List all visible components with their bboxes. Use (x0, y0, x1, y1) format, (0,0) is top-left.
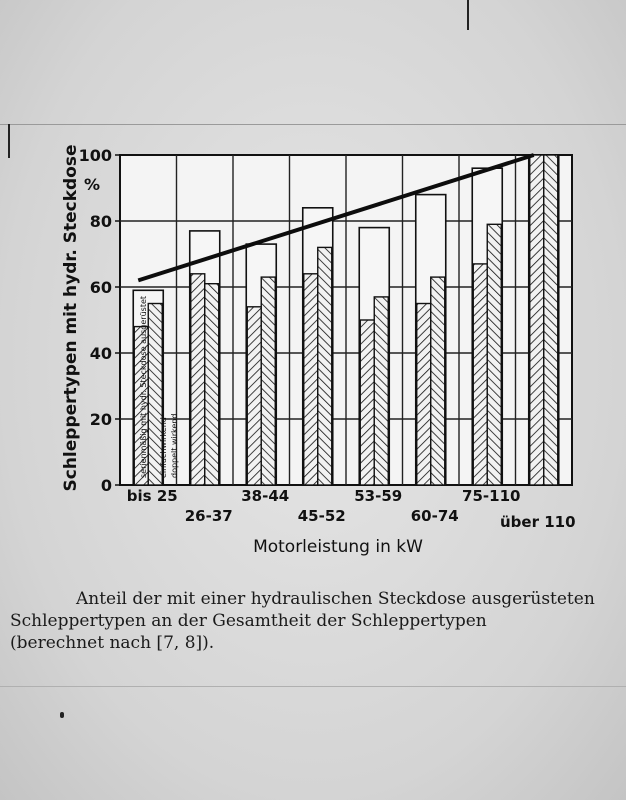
legend-standard: serienmäßig mit hydr. Steckdose ausgerüs… (139, 296, 148, 478)
x-category-label: 26-37 (185, 507, 233, 525)
bar-single (246, 306, 262, 486)
bar-double (204, 283, 220, 486)
x-axis-label: Motorleistung in kW (253, 537, 423, 557)
bar-single (529, 154, 545, 486)
bar-single (472, 263, 488, 486)
bar-single (416, 302, 432, 486)
bar-double (317, 246, 333, 486)
y-tick-label: 60 (90, 278, 112, 297)
figure-caption: Anteil der mit einer hydraulischen Steck… (10, 588, 622, 654)
y-axis-label: Schleppertypen mit hydr. Steckdose (61, 144, 81, 491)
bar-single (359, 319, 375, 486)
x-category-label: 53-59 (354, 487, 402, 505)
trend-line (137, 153, 535, 283)
bottom-rule (0, 686, 626, 687)
speck (60, 712, 64, 718)
x-category-label: 45-52 (298, 507, 346, 525)
caption-line-1: Anteil der mit einer hydraulischen Steck… (76, 589, 595, 609)
bars (132, 154, 560, 486)
bar-double (430, 276, 446, 486)
page-edge-mark (467, 0, 469, 30)
caption-line-3: (berechnet nach [7, 8]). (10, 633, 215, 653)
y-tick-label: 0 (101, 476, 112, 495)
legend-double: doppelt wirkend (170, 414, 179, 478)
corner-mark (8, 124, 10, 158)
y-tick-label: 20 (90, 410, 112, 429)
y-unit: % (84, 175, 100, 194)
y-ticks: 0 20 40 60 80 100 (79, 146, 120, 495)
x-category-label: bis 25 (127, 487, 178, 505)
bar-double (260, 276, 276, 486)
legend-single: einfachwirkend (159, 417, 168, 478)
x-category-label: über 110 (500, 513, 576, 531)
x-category-label: 60-74 (411, 507, 459, 525)
bar-double (373, 296, 389, 486)
grid (119, 154, 573, 486)
bar-double (147, 302, 163, 486)
x-category-label: 75-110 (462, 487, 520, 505)
y-tick-label: 40 (90, 344, 112, 363)
bar-single (190, 273, 206, 486)
trend-line-segment (137, 153, 535, 283)
bar-double (486, 223, 502, 486)
y-tick-label: 100 (79, 146, 112, 165)
legend-labels: serienmäßig mit hydr. Steckdose ausgerüs… (139, 296, 179, 478)
y-tick-label: 80 (90, 212, 112, 231)
bar-double (543, 154, 559, 486)
x-category-label: 38-44 (241, 487, 289, 505)
bar-chart: 0 20 40 60 80 100 bis 25 26-37 38-44 45-52 53-59 6… (61, 144, 576, 557)
bar-single (303, 273, 319, 486)
caption-line-2: Schleppertypen an der Gesamtheit der Sch… (10, 611, 487, 631)
top-rule (0, 124, 626, 125)
